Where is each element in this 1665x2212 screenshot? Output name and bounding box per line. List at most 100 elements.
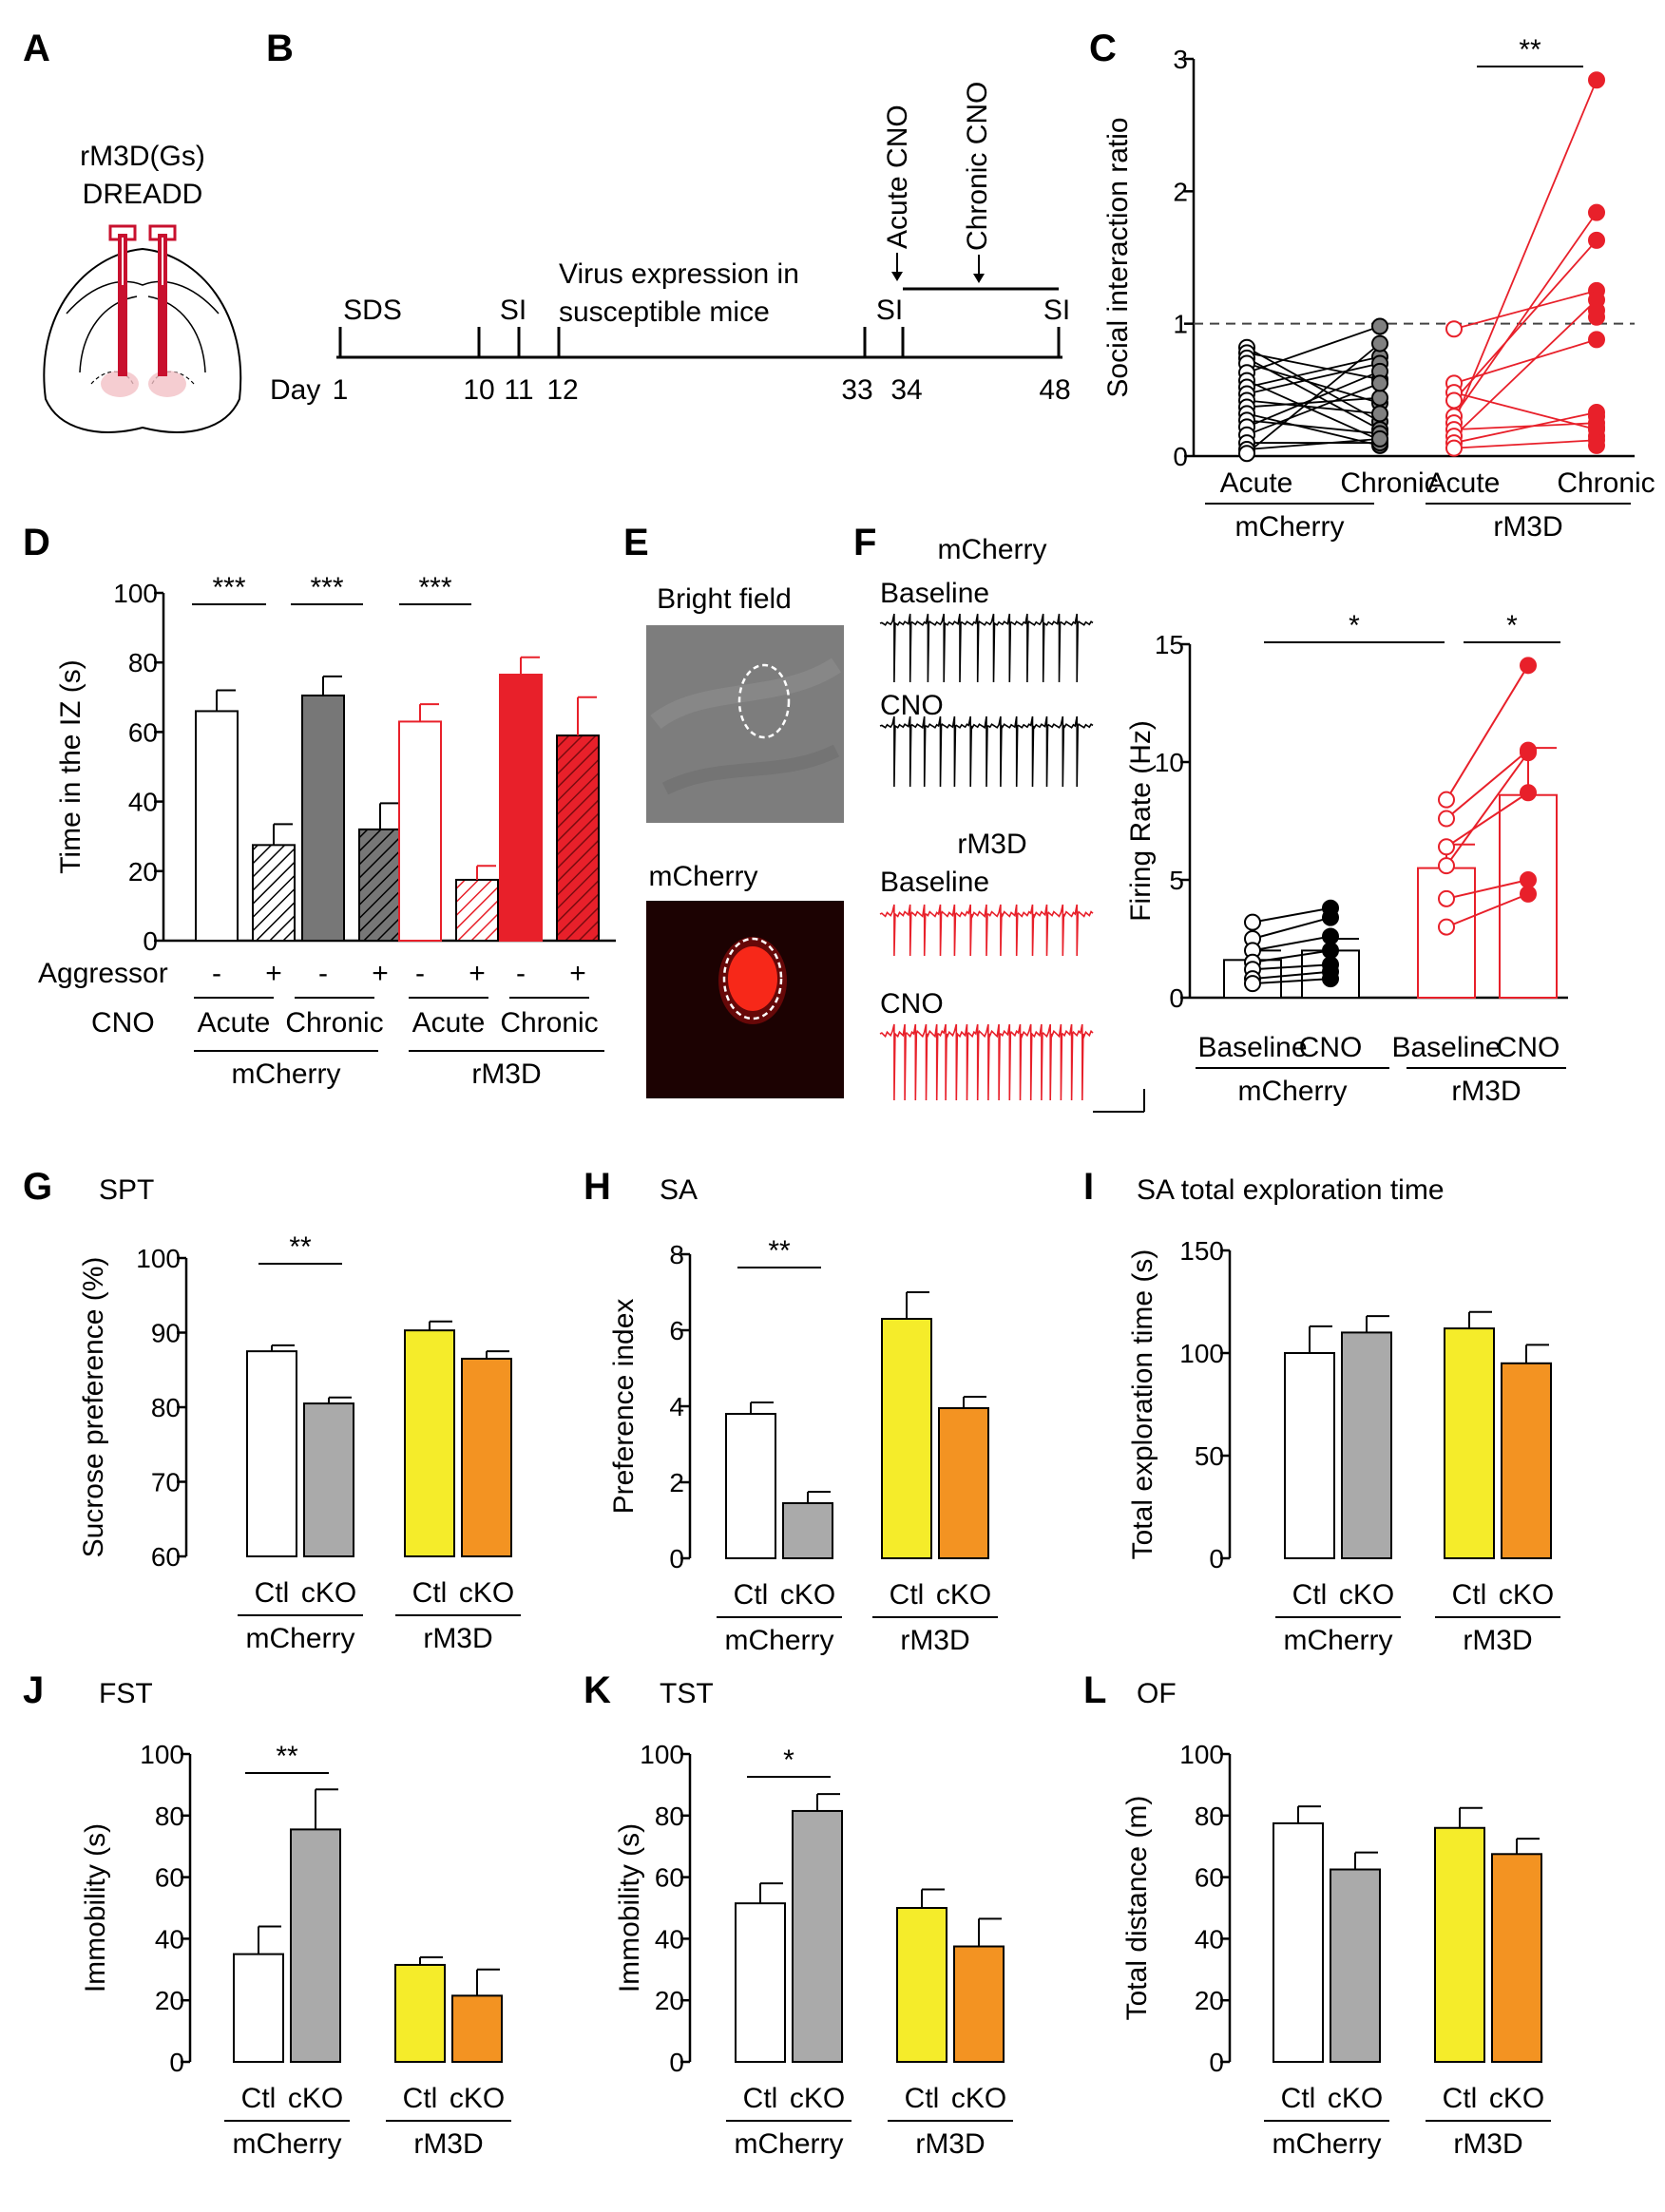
panel-letter-c: C: [1089, 28, 1117, 69]
x-tick-label: Chronic: [1557, 467, 1655, 499]
y-tick-label: 150: [1179, 1236, 1224, 1266]
chronic-point: [1371, 429, 1388, 448]
paired-line: [1453, 212, 1598, 417]
timeline-label-virus-line2: susceptible mice: [559, 296, 770, 328]
paired-line: [1252, 916, 1331, 940]
paired-line: [1445, 749, 1529, 820]
y-tick-label: 90: [151, 1319, 181, 1348]
group-label: mCherry: [1272, 2128, 1381, 2160]
acute-point: [1445, 320, 1463, 338]
paired-line: [1453, 79, 1598, 424]
panel-a-title-line2: DREADD: [83, 179, 203, 210]
bar: [499, 674, 543, 942]
chart-title: SA total exploration time: [1137, 1174, 1445, 1206]
paired-point-cno: [1322, 970, 1339, 988]
paired-point-cno: [1322, 942, 1339, 960]
group-label: rM3D: [413, 2128, 483, 2160]
chronic-point: [1588, 203, 1605, 221]
panel-letter-e: E: [623, 522, 649, 563]
y-axis-D: 0 20 40 60 80 100 Time in the IZ (s): [55, 579, 165, 956]
group-label: mCherry: [1283, 1625, 1392, 1656]
paired-line: [1445, 879, 1529, 900]
x-tick-label: Ctl: [905, 2083, 940, 2114]
paired-point-cno: [1520, 657, 1537, 675]
timeline-day-10: 10: [463, 374, 494, 406]
group-label: mCherry: [724, 1625, 833, 1656]
chronic-point: [1371, 317, 1388, 335]
bar: [398, 720, 442, 942]
y-axis-G: 60 70 80 90 100 Sucrose preference (%): [78, 1244, 188, 1572]
chart-title: FST: [99, 1678, 153, 1709]
group-label: rM3D: [423, 1623, 492, 1654]
bar: [725, 1413, 776, 1559]
arrow-down-icon: [891, 253, 903, 281]
paired-point-cno: [1520, 744, 1537, 762]
y-tick-label: 50: [1195, 1441, 1224, 1471]
x-tick-label: cKO: [459, 1577, 514, 1609]
paired-line: [1453, 289, 1598, 331]
chart-title: SPT: [99, 1174, 154, 1206]
x-tick-label: Baseline: [1391, 1032, 1501, 1063]
panel-e-mcherry-label: mCherry: [648, 861, 757, 892]
aggressor-sign: +: [372, 958, 389, 989]
y-tick-label: 0: [169, 2048, 184, 2077]
y-axis-title: Total exploration time (s): [1127, 1249, 1158, 1560]
timeline-day-11: 11: [504, 374, 533, 406]
y-axis-title: Immobility (s): [80, 1823, 111, 1993]
bar: [782, 1502, 833, 1559]
paired-line: [1246, 379, 1381, 442]
trace-bottom-baseline-label: Baseline: [880, 867, 989, 898]
y-tick-label: 60: [655, 1863, 684, 1893]
y-axis-title: Preference index: [608, 1299, 640, 1515]
y-tick-label: 1: [1173, 310, 1188, 339]
paired-line: [1252, 949, 1331, 963]
paired-line: [1246, 342, 1381, 454]
significance-label: ***: [212, 572, 245, 603]
y-tick-label: 0: [669, 1544, 684, 1573]
bar: [1284, 1352, 1335, 1559]
panel-letter-g: G: [23, 1166, 52, 1208]
row-label-aggressor: Aggressor: [38, 958, 168, 989]
trace-rm3d-baseline: [879, 904, 1094, 957]
aggressor-sign: +: [469, 958, 486, 989]
aggressor-sign: +: [265, 958, 282, 989]
neuron-micrograph-icon: [650, 658, 841, 795]
y-axis-title: Social interaction ratio: [1102, 117, 1134, 397]
bright-field-image: [646, 625, 844, 823]
y-axis-I: 0 50 100 150 Total exploration time (s): [1127, 1236, 1232, 1573]
x-tick-label: cKO: [951, 2083, 1006, 2114]
chronic-point: [1588, 301, 1605, 319]
paired-line: [1246, 325, 1381, 374]
group-label: rM3D: [1493, 511, 1562, 543]
paired-point-baseline: [1438, 810, 1455, 828]
panel-letter-l: L: [1083, 1669, 1106, 1711]
x-tick-label: CNO: [1299, 1032, 1363, 1063]
x-tick-label: Ctl: [255, 1577, 290, 1609]
paired-line: [1445, 791, 1529, 849]
paired-line: [1453, 338, 1598, 385]
bar: [290, 1828, 341, 2063]
chronic-point: [1588, 71, 1605, 89]
y-tick-label: 20: [655, 1986, 684, 2015]
x-tick-label: Acute: [1220, 467, 1293, 499]
bar: [938, 1407, 989, 1559]
paired-line: [1453, 422, 1598, 431]
x-tick-label: cKO: [1328, 2083, 1383, 2114]
trace-top-title: mCherry: [937, 534, 1046, 565]
bar: [1501, 1362, 1552, 1560]
panel-letter-j: J: [23, 1669, 44, 1711]
acute-point: [1238, 445, 1255, 463]
paired-point-baseline: [1244, 913, 1261, 931]
y-axis-title: Total distance (m): [1121, 1796, 1153, 2021]
timeline-label-chronic-cno: Chronic CNO: [962, 82, 993, 251]
paired-point-cno: [1520, 885, 1537, 903]
y-tick-label: 60: [128, 717, 158, 747]
x-tick-label: Ctl: [734, 1579, 769, 1611]
subgroup-label: Chronic: [285, 1007, 383, 1039]
paired-line: [1445, 664, 1529, 801]
paired-point-baseline: [1438, 889, 1455, 907]
row-label-cno: CNO: [91, 1007, 155, 1039]
y-tick-label: 60: [1195, 1863, 1224, 1893]
trace-bottom-cno-label: CNO: [880, 988, 944, 1020]
